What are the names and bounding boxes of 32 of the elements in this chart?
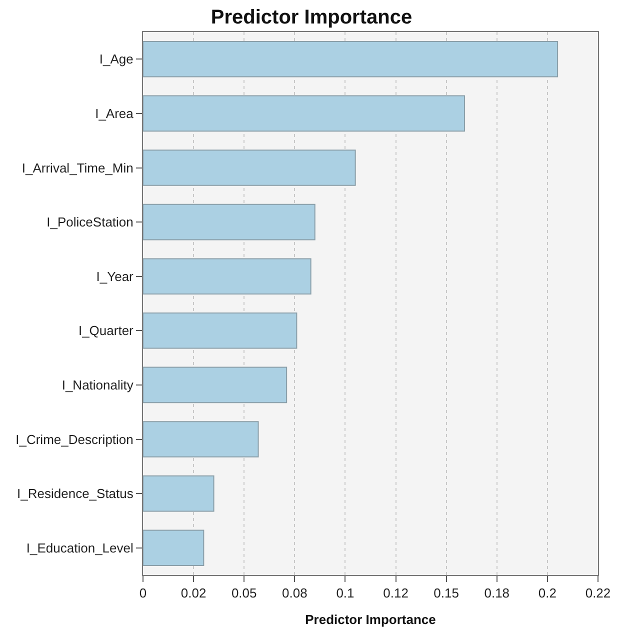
- bar: [143, 530, 204, 566]
- bar: [143, 312, 298, 349]
- chart-title: Predictor Importance: [210, 6, 412, 29]
- y-tick-label: I_Quarter: [78, 323, 134, 338]
- bar: [143, 421, 259, 458]
- x-axis-title: Predictor Importance: [305, 612, 436, 628]
- y-tick-label: I_Nationality: [62, 378, 134, 392]
- x-tick-label: 0.2: [538, 586, 556, 601]
- y-tick-label: I_Area: [95, 106, 134, 121]
- y-tick-label: I_Education_Level: [26, 540, 134, 556]
- x-tick-label: 0.18: [484, 586, 510, 601]
- x-tick-label: 0.22: [585, 586, 611, 601]
- x-tick-label: 0.1: [336, 586, 354, 601]
- y-tick-label: I_Year: [96, 268, 134, 284]
- y-tick-label: I_Arrival_Time_Min: [22, 160, 134, 176]
- y-tick-label: I_PoliceStation: [46, 214, 134, 230]
- bar: [143, 204, 316, 240]
- x-tick-label: 0.15: [434, 586, 459, 601]
- bar: [143, 366, 288, 404]
- bar: [143, 95, 466, 132]
- x-tick-label: 0: [139, 586, 147, 601]
- x-tick-label: 0.08: [282, 586, 308, 601]
- y-tick-label: I_Age: [99, 52, 134, 67]
- x-tick-label: 0.02: [180, 586, 206, 601]
- x-tick-label: 0.05: [231, 586, 257, 601]
- bar: [143, 41, 558, 78]
- bar: [143, 475, 214, 512]
- bar: [143, 150, 356, 186]
- bar: [143, 258, 312, 294]
- y-tick-label: I_Residence_Status: [17, 486, 134, 502]
- x-tick-label: 0.12: [383, 586, 408, 601]
- y-tick-label: I_Crime_Description: [16, 432, 134, 447]
